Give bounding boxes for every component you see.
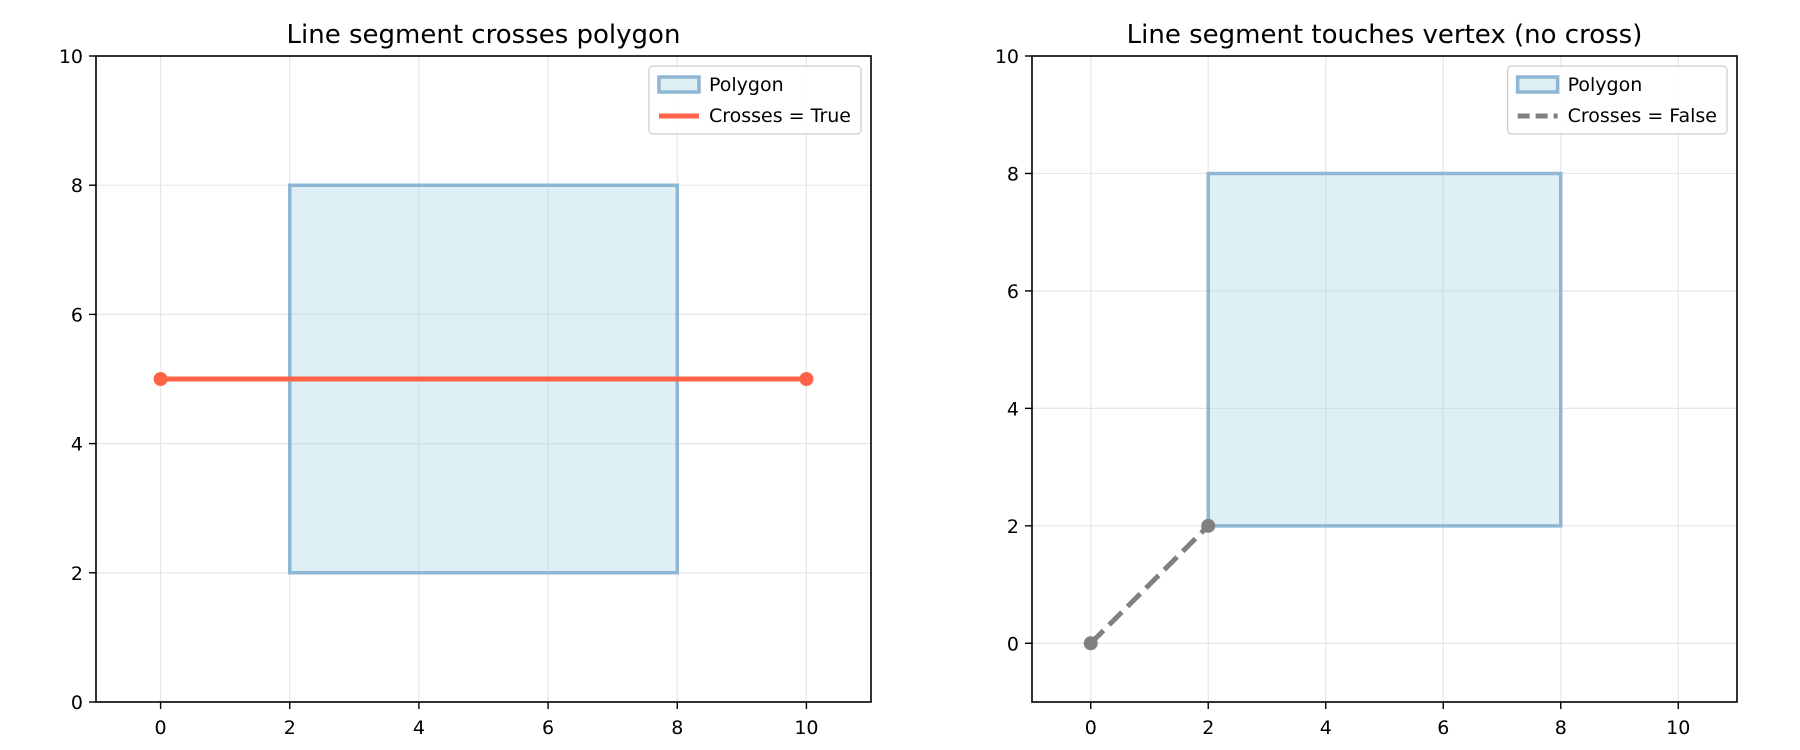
chart-panel-2: 0 2 4 6 8 10 0 2 4 6 8 10 Line segment touches verte…	[995, 20, 1738, 739]
series-line	[1088, 524, 1211, 646]
axes-frame	[1031, 55, 1738, 703]
y-tick-label: 2	[71, 563, 83, 585]
y-tick-label: 2	[1007, 516, 1019, 538]
series-point	[1083, 636, 1098, 651]
y-tick-label: 4	[1007, 398, 1019, 420]
x-tick-label: 4	[1320, 717, 1332, 739]
series-point	[799, 372, 814, 386]
y-tick-label: 10	[995, 46, 1019, 68]
x-tick-label: 2	[1202, 717, 1214, 739]
chart-panel-1: 0 2 4 6 8 10 0 2 4 6 8 10 Line segment crosses polyg…	[59, 20, 872, 739]
y-tick-label: 10	[59, 46, 83, 68]
series-point	[153, 372, 168, 386]
series-point	[1201, 518, 1216, 533]
chart-title: Line segment touches vertex (no cross)	[1127, 20, 1643, 50]
legend-label: Polygon	[709, 74, 784, 96]
legend-label: Crosses = False	[1568, 105, 1717, 127]
y-tick-label: 6	[71, 304, 83, 326]
x-tick-label: 8	[1555, 717, 1567, 739]
y-tick-label: 0	[71, 692, 83, 714]
x-tick-label: 4	[413, 717, 425, 739]
legend: Polygon Crosses = True	[648, 65, 862, 135]
legend: Polygon Crosses = False	[1507, 65, 1728, 135]
x-tick-label: 6	[542, 717, 554, 739]
axes-frame	[95, 55, 872, 703]
legend-label: Crosses = True	[709, 105, 851, 127]
x-tick-label: 6	[1437, 717, 1449, 739]
y-tick-label: 8	[1007, 163, 1019, 185]
x-tick-label: 2	[284, 717, 296, 739]
y-tick-label: 6	[1007, 281, 1019, 303]
x-tick-label: 10	[1666, 717, 1690, 739]
x-tick-label: 0	[1085, 717, 1097, 739]
legend-frame	[1507, 65, 1728, 135]
legend-swatch-polygon	[1515, 75, 1560, 94]
legend-swatch-polygon	[657, 75, 701, 94]
x-tick-label: 10	[794, 717, 818, 739]
y-tick-label: 4	[71, 434, 83, 456]
x-tick-label: 8	[671, 717, 683, 739]
y-tick-label: 8	[71, 175, 83, 197]
polygon-shape	[1206, 171, 1563, 528]
legend-frame	[648, 65, 862, 135]
y-tick-label: 0	[1007, 633, 1019, 655]
chart-title: Line segment crosses polygon	[287, 20, 681, 50]
x-tick-label: 0	[155, 717, 167, 739]
legend-label: Polygon	[1568, 74, 1643, 96]
